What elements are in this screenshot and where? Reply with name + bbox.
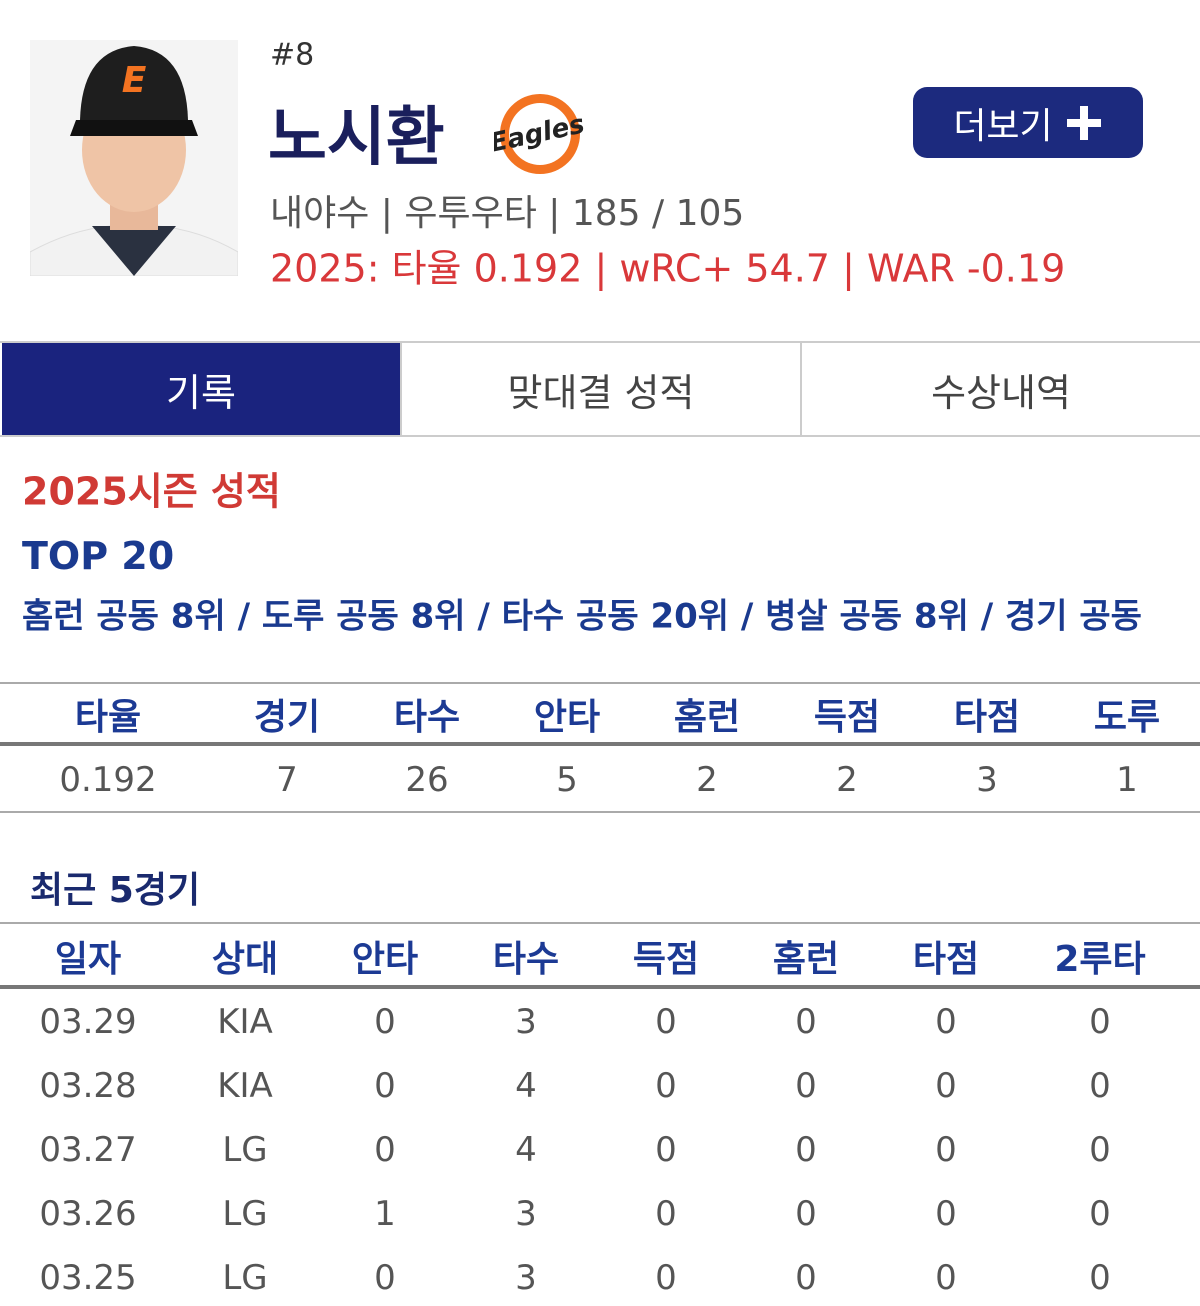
table-cell: 0.192 [59, 760, 157, 800]
table-cell: 0 [795, 1130, 817, 1170]
table-cell: 0 [935, 1066, 957, 1106]
table-cell: 0 [374, 1002, 396, 1042]
tab[interactable]: 맞대결 성적 [400, 343, 800, 436]
divider [0, 682, 1200, 684]
table-header: 득점 [813, 697, 881, 738]
table-cell: 0 [795, 1258, 817, 1298]
table-cell: 4 [515, 1130, 537, 1170]
divider [0, 435, 1200, 437]
table-cell: 03.25 [39, 1258, 137, 1298]
table-header: 도루 [1093, 697, 1161, 738]
table-cell: LG [222, 1130, 268, 1170]
table-cell: 0 [1089, 1258, 1111, 1298]
table-header: 타점 [912, 939, 980, 980]
table-cell: 4 [515, 1066, 537, 1106]
table-header: 상대 [211, 939, 279, 980]
table-cell: KIA [217, 1002, 273, 1042]
player-photo: E [30, 40, 238, 276]
table-cell: 3 [515, 1194, 537, 1234]
table-cell: 03.28 [39, 1066, 137, 1106]
table-cell: LG [222, 1194, 268, 1234]
table-cell: 0 [935, 1194, 957, 1234]
section-title: 2025시즌 성적 [22, 469, 281, 514]
table-header: 안타 [351, 939, 419, 980]
table-cell: 5 [556, 760, 578, 800]
table-header: 득점 [632, 939, 700, 980]
table-cell: 26 [405, 760, 449, 800]
divider [0, 811, 1200, 813]
table-cell: 0 [935, 1258, 957, 1298]
table-cell: 7 [276, 760, 298, 800]
table-header: 타수 [393, 697, 461, 738]
table-cell: 0 [1089, 1194, 1111, 1234]
tab[interactable]: 기록 [2, 343, 400, 436]
more-button-label: 더보기 [953, 105, 1053, 147]
table-cell: 0 [655, 1066, 677, 1106]
table-cell: 0 [935, 1130, 957, 1170]
table-cell: 0 [655, 1194, 677, 1234]
table-cell: 2 [696, 760, 718, 800]
table-cell: 2 [836, 760, 858, 800]
divider [0, 742, 1200, 746]
table-cell: 0 [1089, 1066, 1111, 1106]
table-cell: 03.27 [39, 1130, 137, 1170]
table-cell: 0 [795, 1002, 817, 1042]
table-cell: 03.29 [39, 1002, 137, 1042]
svg-text:E: E [122, 60, 147, 101]
table-cell: 1 [374, 1194, 396, 1234]
table-header: 2루타 [1054, 939, 1146, 980]
table-cell: 0 [655, 1130, 677, 1170]
player-info: 내야수 | 우투우타 | 185 / 105 [270, 193, 745, 234]
table-cell: 0 [795, 1066, 817, 1106]
table-cell: 3 [515, 1258, 537, 1298]
table-cell: 0 [374, 1258, 396, 1298]
table-cell: 0 [1089, 1002, 1111, 1042]
table-cell: 0 [655, 1002, 677, 1042]
table-cell: 0 [374, 1066, 396, 1106]
table-cell: LG [222, 1258, 268, 1298]
table-cell: 0 [374, 1130, 396, 1170]
player-stats: 2025: 타율 0.192 | wRC+ 54.7 | WAR -0.19 [270, 246, 1066, 291]
table-cell: 1 [1116, 760, 1138, 800]
table-header: 일자 [54, 939, 122, 980]
top-text: 홈런 공동 8위 / 도루 공동 8위 / 타수 공동 20위 / 병살 공동 … [22, 596, 1142, 637]
section-title: 최근 5경기 [30, 870, 201, 911]
divider [0, 341, 1200, 343]
table-header: 경기 [253, 697, 321, 738]
table-header: 타점 [953, 697, 1021, 738]
table-cell: KIA [217, 1066, 273, 1106]
team-logo: Eagles [494, 94, 584, 174]
table-header: 타율 [74, 697, 142, 738]
player-number: #8 [270, 37, 315, 73]
table-header: 안타 [533, 697, 601, 738]
table-header: 홈런 [673, 697, 741, 738]
table-cell: 0 [655, 1258, 677, 1298]
top-label: TOP 20 [22, 534, 175, 578]
more-button[interactable]: 더보기 [913, 87, 1143, 158]
table-cell: 0 [935, 1002, 957, 1042]
tab-bar: 기록 맞대결 성적 수상내역 [0, 343, 1200, 436]
table-cell: 3 [515, 1002, 537, 1042]
table-cell: 3 [976, 760, 998, 800]
divider [0, 985, 1200, 989]
table-cell: 0 [795, 1194, 817, 1234]
plus-icon [1066, 105, 1101, 140]
tab[interactable]: 수상내역 [800, 343, 1200, 436]
player-name: 노시환 [268, 101, 445, 175]
table-cell: 03.26 [39, 1194, 137, 1234]
divider [0, 922, 1200, 924]
table-cell: 0 [1089, 1130, 1111, 1170]
table-header: 타수 [492, 939, 560, 980]
table-header: 홈런 [772, 939, 840, 980]
